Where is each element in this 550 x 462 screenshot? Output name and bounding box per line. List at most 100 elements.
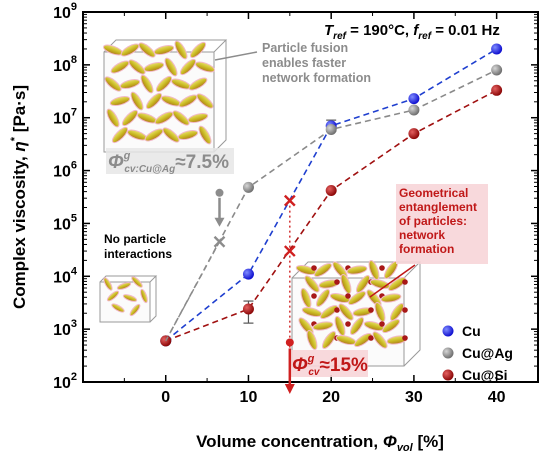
particle	[109, 96, 131, 106]
particle	[380, 293, 402, 303]
particle	[131, 276, 143, 288]
particle-contact	[368, 335, 374, 341]
red-arrow-head	[284, 384, 295, 394]
fusion-pointer-line	[214, 51, 258, 61]
particle	[315, 289, 331, 307]
particle	[177, 130, 199, 140]
particle	[138, 42, 156, 58]
particle	[354, 332, 372, 348]
gray-dot	[215, 188, 224, 197]
extra-markers	[165, 188, 296, 394]
y-tick-exponent: 7	[71, 107, 77, 119]
particle	[348, 290, 366, 306]
entanglement-pointer-line	[369, 264, 416, 298]
phi-ag-highlight	[106, 148, 234, 174]
particle	[162, 127, 180, 143]
particle	[119, 79, 141, 89]
y-tick-exponent: 2	[71, 371, 77, 383]
particle	[128, 59, 146, 75]
particle-contact	[334, 307, 340, 313]
data-point-cu-si	[325, 184, 337, 196]
particle	[116, 282, 132, 290]
particle	[198, 125, 212, 145]
y-tick-exponent: 9	[71, 1, 77, 13]
no-interaction-illustration	[99, 275, 158, 323]
box-side-edge	[403, 262, 421, 367]
particle	[388, 276, 406, 292]
particle	[346, 265, 368, 275]
y-tick-exponent: 5	[71, 212, 77, 224]
particle-contact	[368, 307, 374, 313]
entanglement-annotation: Geometrical entanglement of particles: n…	[399, 186, 480, 256]
particle-contact	[345, 321, 351, 327]
x-tick-label: 0	[161, 389, 170, 406]
legend: Cu Cu@Ag Cu@Si	[442, 323, 513, 383]
particle	[382, 318, 400, 334]
data-point-cu-ag	[408, 104, 420, 116]
data-point-cu	[491, 43, 503, 55]
particle	[374, 302, 386, 322]
data-point-cu-ag	[325, 123, 337, 135]
x-tick-label: 10	[240, 389, 258, 406]
data-point-cu-si	[242, 303, 254, 315]
particle	[155, 75, 173, 93]
red-dot	[285, 338, 294, 347]
data-point-cu-ag	[491, 64, 503, 76]
geo-highlight	[396, 184, 488, 264]
particle	[129, 303, 141, 317]
particle-contact	[402, 307, 408, 313]
data-point-cu	[242, 268, 254, 280]
data-point-cu-ag	[242, 181, 254, 193]
particle	[372, 331, 388, 349]
particle-contact	[402, 279, 408, 285]
x-tick-label: 20	[322, 389, 340, 406]
particle	[106, 108, 120, 128]
legend-marker-cu	[442, 325, 454, 337]
x-tick-label: 30	[405, 389, 423, 406]
particle	[306, 330, 318, 350]
particle-contact	[379, 321, 385, 327]
y-axis-label: Complex viscosity, η* [Pa·s]	[9, 85, 29, 309]
y-tick-exponent: 6	[71, 160, 77, 172]
legend-label: Cu	[462, 323, 481, 339]
red-x-marker-high	[283, 194, 296, 207]
particle-contact	[334, 279, 340, 285]
particle	[188, 77, 208, 91]
legend-marker-cu-ag	[442, 347, 454, 359]
particle	[172, 110, 190, 126]
x-axis-label: Volume concentration, Φvol [%]	[196, 432, 444, 454]
particle	[195, 61, 215, 73]
particle	[122, 294, 138, 302]
particle	[106, 290, 120, 302]
phi-si-highlight	[290, 350, 368, 377]
particle	[349, 317, 365, 335]
data-point-cu-si	[491, 84, 503, 96]
legend-label: Cu@Ag	[462, 345, 513, 361]
particle	[187, 113, 209, 123]
y-tick-exponent: 8	[71, 54, 77, 66]
particle	[143, 62, 165, 72]
particle-fusion-illustration	[103, 39, 228, 153]
particle-contact	[402, 335, 408, 341]
particle	[312, 321, 334, 331]
particle	[111, 303, 125, 313]
plot-frame	[82, 11, 539, 383]
particle	[321, 331, 337, 349]
reference-conditions: Tref = 190°C, fref = 0.01 Hz	[324, 22, 500, 42]
phi-cu-ag-label: Φg cv:Cu@Ag≈7.5%	[108, 150, 229, 175]
particle	[179, 58, 197, 76]
gray-dashed-link	[165, 241, 221, 342]
particle	[164, 57, 178, 77]
gray-arrow-head	[214, 217, 225, 227]
series-line-cu	[165, 48, 498, 342]
particle-contact	[311, 293, 317, 299]
particle	[340, 274, 352, 294]
particle	[121, 109, 139, 127]
particle	[140, 288, 148, 304]
x-axis-ticks: 0 10 20 30 40	[123, 12, 539, 406]
gray-x-marker	[213, 235, 226, 248]
y-tick-exponent: 4	[71, 265, 78, 277]
particle	[104, 76, 122, 92]
particle	[130, 91, 144, 111]
data-series	[160, 43, 503, 347]
